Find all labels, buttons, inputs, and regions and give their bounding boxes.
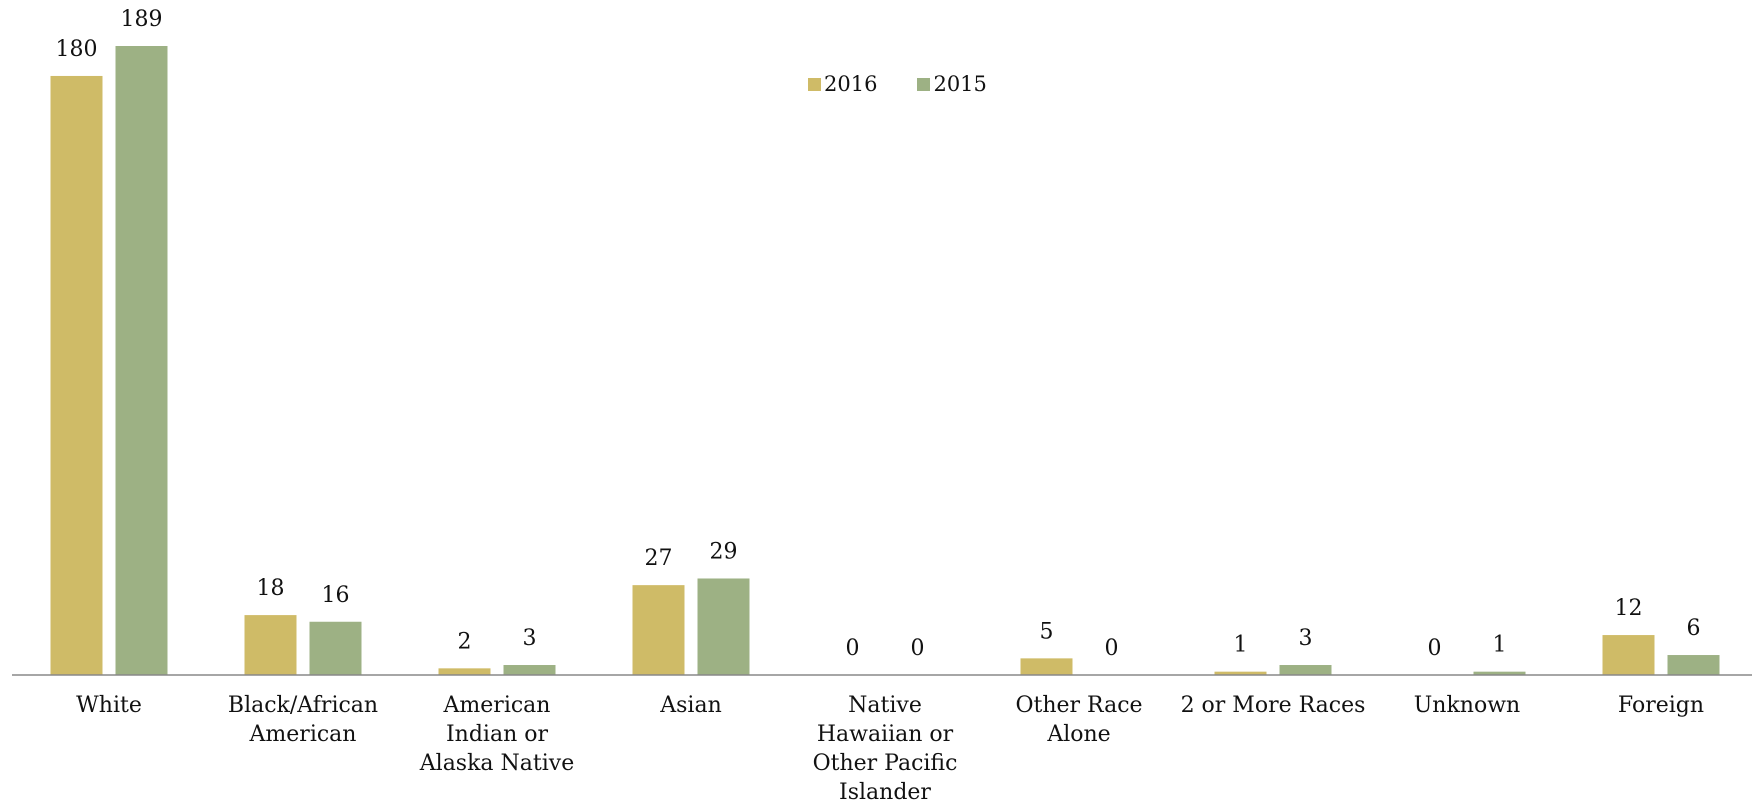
bar-2015-1 bbox=[309, 621, 362, 675]
legend-swatch-2015 bbox=[917, 77, 931, 91]
value-label-2016-1: 18 bbox=[257, 576, 285, 601]
bar-2016-1 bbox=[244, 615, 297, 675]
category-label-0-line-0: White bbox=[76, 693, 142, 718]
category-label-4-line-3: Islander bbox=[839, 780, 931, 805]
bar-2015-2 bbox=[503, 665, 556, 675]
value-label-2015-8: 6 bbox=[1687, 616, 1701, 641]
bar-2015-6 bbox=[1279, 665, 1332, 675]
legend-item-2016: 2016 bbox=[808, 72, 877, 96]
value-label-2015-4: 0 bbox=[911, 636, 925, 661]
bar-2016-2 bbox=[438, 668, 491, 675]
value-label-2016-2: 2 bbox=[458, 629, 472, 654]
category-label-6-line-0: 2 or More Races bbox=[1181, 693, 1366, 718]
bar-2016-0 bbox=[50, 75, 103, 675]
value-label-2016-0: 180 bbox=[56, 37, 98, 62]
bar-2015-0 bbox=[115, 46, 168, 675]
value-label-2016-6: 1 bbox=[1234, 633, 1248, 658]
bars-group bbox=[50, 46, 1720, 675]
category-label-5-line-1: Alone bbox=[1046, 722, 1110, 747]
category-labels-group: White Black/African American American Indian… bbox=[76, 693, 1704, 805]
bar-2016-6 bbox=[1214, 671, 1267, 675]
category-label-4-line-0: Native bbox=[848, 693, 922, 718]
category-label-1-line-1: American bbox=[249, 722, 357, 747]
value-label-2015-2: 3 bbox=[523, 626, 537, 651]
category-label-3-line-0: Asian bbox=[659, 693, 722, 718]
value-label-2015-0: 189 bbox=[121, 7, 163, 32]
category-label-4-line-2: Other Pacific bbox=[813, 751, 958, 776]
value-label-2016-3: 27 bbox=[645, 546, 673, 571]
category-label-1-line-0: Black/African bbox=[228, 693, 378, 718]
value-label-2015-3: 29 bbox=[710, 539, 738, 564]
category-label-2-line-2: Alaska Native bbox=[419, 751, 574, 776]
bar-2016-8 bbox=[1602, 635, 1655, 675]
category-label-5-line-0: Other Race bbox=[1015, 693, 1142, 718]
value-label-2015-6: 3 bbox=[1299, 626, 1313, 651]
value-label-2015-1: 16 bbox=[322, 583, 350, 608]
legend-swatch-2016 bbox=[808, 77, 821, 91]
category-label-8-line-0: Foreign bbox=[1618, 693, 1704, 718]
bar-2016-3 bbox=[632, 585, 685, 675]
value-label-2016-5: 5 bbox=[1040, 619, 1054, 644]
category-label-4-line-1: Hawaiian or bbox=[817, 722, 954, 747]
legend-label-2015: 2015 bbox=[933, 72, 987, 96]
category-label-2-line-0: American bbox=[443, 693, 551, 718]
bar-2016-5 bbox=[1020, 658, 1073, 675]
bar-2015-8 bbox=[1667, 655, 1720, 675]
value-label-2015-5: 0 bbox=[1105, 636, 1119, 661]
legend-label-2016: 2016 bbox=[824, 72, 878, 96]
bar-2015-7 bbox=[1473, 671, 1526, 675]
value-label-2016-4: 0 bbox=[846, 636, 860, 661]
value-label-2015-7: 1 bbox=[1493, 633, 1507, 658]
legend: 2016 2015 bbox=[808, 72, 1027, 96]
value-labels-group: 180 189 18 16 2 3 27 29 0 0 5 0 1 3 0 1 12 6 bbox=[56, 7, 1701, 661]
value-label-2016-8: 12 bbox=[1615, 596, 1643, 621]
legend-item-2015: 2015 bbox=[917, 72, 987, 96]
category-label-7-line-0: Unknown bbox=[1414, 693, 1520, 718]
bar-2015-3 bbox=[697, 578, 750, 675]
value-label-2016-7: 0 bbox=[1428, 636, 1442, 661]
category-label-2-line-1: Indian or bbox=[446, 722, 549, 747]
